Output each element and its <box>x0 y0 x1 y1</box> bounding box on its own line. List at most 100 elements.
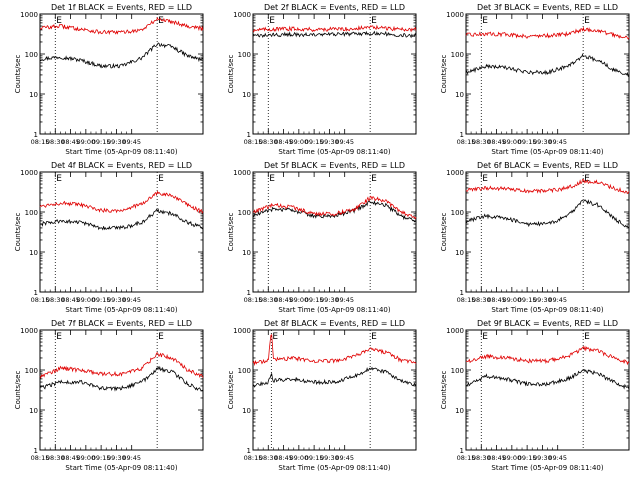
x-tick-label: 09:00 <box>289 296 308 304</box>
y-tick-label: 1000 <box>20 169 38 177</box>
series-line-events <box>39 365 204 392</box>
x-tick-label: 09:45 <box>335 138 354 146</box>
y-tick-label: 1000 <box>446 11 464 19</box>
plot-frame <box>39 329 204 451</box>
x-tick-label: 08:45 <box>61 454 80 462</box>
x-tick-label: 08:15 <box>31 138 50 146</box>
y-tick-label: 1 <box>247 131 251 139</box>
x-tick-label: 09:30 <box>533 454 552 462</box>
event-marker-label: E <box>584 332 590 342</box>
x-tick-label: 08:45 <box>274 138 293 146</box>
y-axis-label: Counts/sec <box>14 213 22 252</box>
series-line-lld <box>252 195 417 220</box>
series-line-lld <box>39 190 204 214</box>
x-tick-label: 09:15 <box>518 454 537 462</box>
x-tick-label: 08:45 <box>487 454 506 462</box>
event-marker-label: E <box>269 174 275 184</box>
series-line-events <box>465 53 630 77</box>
y-tick-label: 100 <box>238 209 251 217</box>
y-tick-label: 1 <box>34 131 38 139</box>
y-tick-label: 1000 <box>233 11 251 19</box>
y-tick-label: 100 <box>25 209 38 217</box>
y-tick-label: 1 <box>34 447 38 455</box>
x-tick-label: 09:00 <box>76 454 95 462</box>
x-tick-label: 08:15 <box>31 454 50 462</box>
x-tick-label: 08:15 <box>457 454 476 462</box>
x-tick-label: 08:45 <box>61 296 80 304</box>
x-tick-label: 09:15 <box>518 138 537 146</box>
series-line-events <box>252 366 417 388</box>
panel-title: Det 2f BLACK = Events, RED = LLD <box>264 3 405 12</box>
y-tick-label: 10 <box>242 407 251 415</box>
plot-frame <box>252 171 417 293</box>
plot-frame <box>39 171 204 293</box>
series-line-lld <box>465 179 630 195</box>
y-tick-label: 100 <box>451 209 464 217</box>
y-tick-label: 10 <box>29 249 38 257</box>
series-line-events <box>39 208 204 231</box>
y-tick-label: 1 <box>34 289 38 297</box>
x-tick-label: 08:15 <box>31 296 50 304</box>
y-tick-label: 1000 <box>446 327 464 335</box>
x-axis-label: Start Time (05-Apr-09 08:11:40) <box>65 464 177 472</box>
x-tick-label: 09:45 <box>122 138 141 146</box>
y-tick-label: 1000 <box>233 327 251 335</box>
series-line-lld <box>39 16 204 36</box>
y-axis-label: Counts/sec <box>227 371 235 410</box>
x-tick-label: 08:45 <box>274 454 293 462</box>
x-tick-label: 09:45 <box>122 296 141 304</box>
x-tick-label: 08:45 <box>274 296 293 304</box>
y-tick-label: 1 <box>460 447 464 455</box>
plot-frame <box>465 329 630 451</box>
y-tick-label: 10 <box>242 249 251 257</box>
x-tick-label: 09:15 <box>92 454 111 462</box>
x-tick-label: 09:00 <box>289 138 308 146</box>
y-tick-label: 100 <box>238 367 251 375</box>
x-tick-label: 09:30 <box>320 454 339 462</box>
series-line-events <box>39 42 204 69</box>
y-tick-label: 1000 <box>20 11 38 19</box>
x-tick-label: 09:30 <box>107 138 126 146</box>
x-axis-label: Start Time (05-Apr-09 08:11:40) <box>278 148 390 156</box>
x-tick-label: 09:45 <box>548 454 567 462</box>
detector-panel: Det 7f BLACK = Events, RED = LLD 1 10 100 10… <box>14 319 204 472</box>
x-tick-label: 09:15 <box>305 454 324 462</box>
x-tick-label: 09:45 <box>122 454 141 462</box>
y-tick-label: 1000 <box>20 327 38 335</box>
series-line-lld <box>465 26 630 40</box>
series-line-lld <box>252 24 417 33</box>
x-tick-label: 09:30 <box>107 296 126 304</box>
plot-frame <box>39 13 204 135</box>
event-marker-label: E <box>482 332 488 342</box>
x-axis-label: Start Time (05-Apr-09 08:11:40) <box>65 306 177 314</box>
y-tick-label: 100 <box>25 367 38 375</box>
x-tick-label: 09:00 <box>502 138 521 146</box>
event-marker-label: E <box>272 332 278 342</box>
x-axis-label: Start Time (05-Apr-09 08:11:40) <box>278 464 390 472</box>
x-axis-label: Start Time (05-Apr-09 08:11:40) <box>278 306 390 314</box>
x-tick-label: 09:15 <box>92 296 111 304</box>
x-axis-label: Start Time (05-Apr-09 08:11:40) <box>491 464 603 472</box>
y-axis-label: Counts/sec <box>440 371 448 410</box>
detector-panel: Det 2f BLACK = Events, RED = LLD 1 10 100 10… <box>227 3 417 156</box>
x-axis-label: Start Time (05-Apr-09 08:11:40) <box>491 148 603 156</box>
y-tick-label: 1 <box>247 289 251 297</box>
detector-panel: Det 1f BLACK = Events, RED = LLD 1 10 100 10… <box>14 3 204 156</box>
series-line-events <box>252 30 417 39</box>
x-tick-label: 08:30 <box>46 454 65 462</box>
x-tick-label: 08:30 <box>46 138 65 146</box>
y-axis-label: Counts/sec <box>227 213 235 252</box>
panel-title: Det 3f BLACK = Events, RED = LLD <box>477 3 618 12</box>
x-tick-label: 08:30 <box>259 138 278 146</box>
detector-panel: Det 6f BLACK = Events, RED = LLD 1 10 100 10… <box>440 161 630 314</box>
event-marker-label: E <box>269 16 275 26</box>
panel-title: Det 6f BLACK = Events, RED = LLD <box>477 161 618 170</box>
x-tick-label: 08:30 <box>472 296 491 304</box>
event-marker-label: E <box>158 174 164 184</box>
x-tick-label: 09:45 <box>335 296 354 304</box>
y-tick-label: 10 <box>29 407 38 415</box>
y-tick-label: 10 <box>455 407 464 415</box>
x-tick-label: 08:15 <box>457 138 476 146</box>
event-marker-label: E <box>371 16 377 26</box>
x-tick-label: 08:15 <box>244 138 263 146</box>
